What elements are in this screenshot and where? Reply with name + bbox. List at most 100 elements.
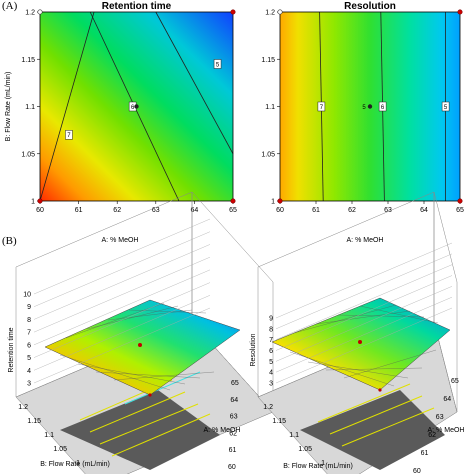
chart-title: Resolution [344,1,396,12]
design-point-marker [378,388,382,392]
y-tick-label: 1.05 [21,151,35,158]
z-grid-line [33,244,211,320]
z-grid-line [275,296,453,373]
x-tick-label: 65 [229,207,237,214]
x-tick-label: 1.1 [44,432,54,439]
response-surface [271,297,451,391]
x-tick-label: 1.15 [272,418,286,425]
center-point [134,104,139,109]
z-grid-line [33,282,211,358]
z-tick-label: 6 [27,342,31,349]
y-tick-label: 63 [230,414,238,421]
x-tick-label: 1 [76,460,80,467]
design-point [277,198,283,204]
contour-label: 6 [381,105,385,111]
z-tick-label: 8 [27,317,31,324]
right-wall [433,191,458,413]
z-tick-label: 4 [27,368,31,375]
center-point-label: 5 [362,105,366,111]
contour-label: 5 [216,62,220,68]
x-tick-label: 62 [348,207,356,214]
y-axis-label: A: % MeOH [428,427,465,434]
projected-contour-lines [317,383,435,447]
response-surface [44,299,241,396]
contour-line [155,11,234,154]
y-tick-label: 1.15 [261,57,275,64]
surface-mesh [59,302,215,391]
y-tick-label: 62 [229,430,237,437]
contour-label-box [441,101,450,112]
design-point-marker [148,393,152,397]
z-axis-label: Retention time [8,327,15,372]
center-point [367,104,373,109]
panel-label-b: (B) [2,235,17,247]
design-point [230,198,236,204]
y-tick-label: 63 [436,414,444,421]
x-tick-label: 61 [312,207,320,214]
x-tick-label: 63 [384,207,392,214]
floor-contour-projection [60,390,220,470]
y-tick-label: 64 [230,397,238,404]
z-grid-line [33,231,211,307]
design-point [457,9,463,15]
y-tick-label: 1.05 [261,151,275,158]
y-tick-label: 60 [413,468,421,474]
z-grid-line [275,242,453,319]
z-tick-label: 8 [269,326,273,333]
y-tick-label: 1.1 [25,104,35,111]
x-tick-label: 64 [191,207,199,214]
y-axis-label: A: % MeOH [204,427,241,434]
x-axis-label: B: Flow Rate (mL/min) [283,463,353,470]
projected-contour-lines [79,379,211,457]
contour-label-box [65,130,73,140]
x-axis-label: B: Flow Rate (mL/min) [40,461,110,468]
surface-plot-resolution: A: % MeOH Resolution B: Flow Rate (mL/mi… [250,191,465,474]
z-tick-label: 9 [27,304,31,311]
x-tick-label: 60 [276,207,284,214]
z-grid-line [275,264,453,340]
contour-label-box [213,59,222,69]
x-tick-label: 63 [152,207,160,214]
surface-mesh [289,304,439,387]
z-grid-line [275,307,453,384]
contour-plot-resolution: Resolution 7 6 560 61 62 63 64 6511.051.11.151.… [261,1,464,214]
y-tick-label: 62 [428,432,436,439]
x-tick-label: 1.15 [27,418,41,425]
y-tick-label: 65 [451,378,459,385]
chart-title: Retention time [102,1,172,12]
x-tick-label: 62 [113,207,121,214]
z-tick-label: 7 [27,330,31,337]
contour-plot-retention-time: Retention time B: Flow Rate (mL/min) 765… [5,1,237,214]
x-tick-label: 1.1 [289,432,299,439]
x-tick-label: 65 [456,207,464,214]
y-tick-label: 1 [31,199,35,206]
x-tick-label: 1.2 [18,404,28,411]
z-grid-line [33,256,211,333]
chart-title: A: % MeOH [102,237,139,244]
z-tick-label: 6 [269,348,273,355]
z-tick-label: 3 [269,381,273,388]
z-tick-label: 7 [269,337,273,344]
z-grid-line [33,218,211,295]
y-tick-label: 65 [231,380,239,387]
z-grid-line [275,286,453,362]
contour-line [39,11,95,202]
y-tick-label: 1.2 [25,10,35,17]
z-tick-label: 5 [27,355,31,362]
z-tick-label: 3 [27,381,31,388]
y-tick-label: 61 [421,450,429,457]
x-tick-label: 1.05 [298,446,312,453]
z-tick-label: 5 [269,359,273,366]
design-point [37,9,43,15]
z-grid-line [275,253,453,330]
design-point [457,198,463,204]
x-tick-label: 64 [420,207,428,214]
z-grid-line [33,269,211,346]
y-tick-label: 61 [229,447,237,454]
y-tick-label: 60 [228,464,236,471]
chart-title: A: % MeOH [347,237,384,244]
x-tick-label: 1.05 [53,446,67,453]
y-tick-label: 1.1 [265,104,275,111]
floor-contour-projection [300,390,445,470]
